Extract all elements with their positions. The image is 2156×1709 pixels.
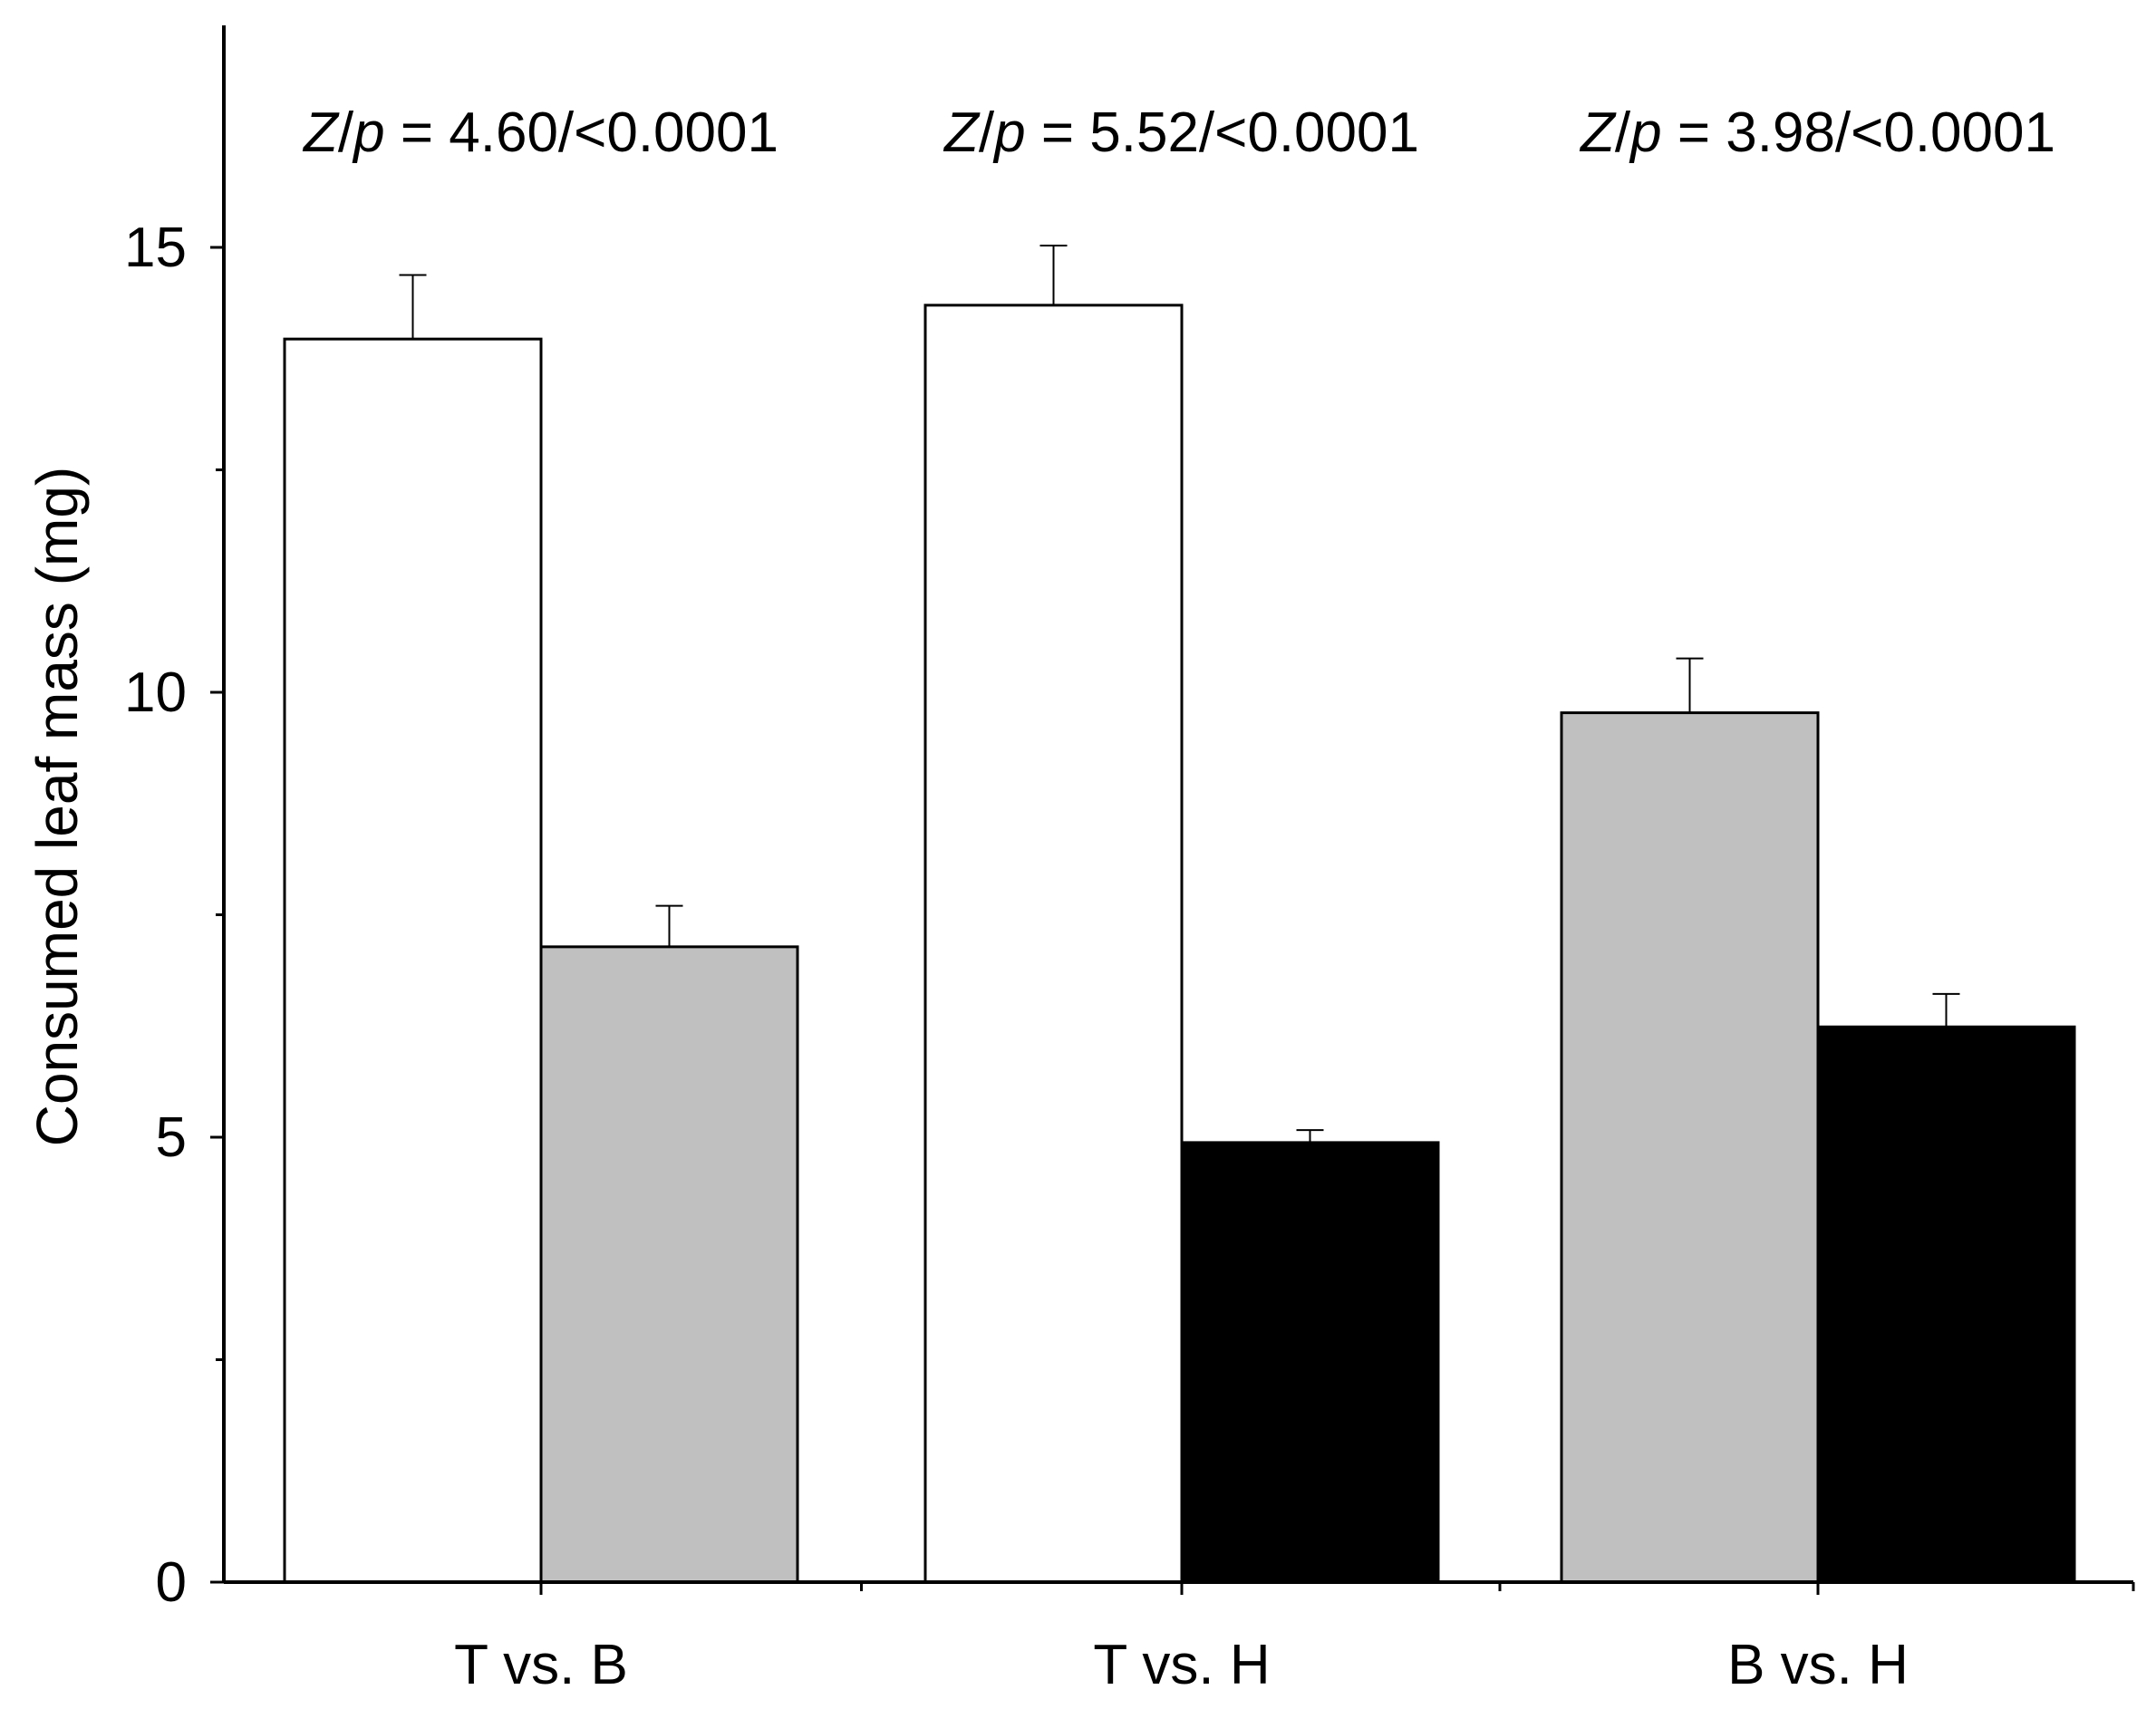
- bar-t-vs-b-b: [539, 945, 799, 1584]
- x-category-label: T vs. H: [1093, 1634, 1270, 1696]
- bar-b-vs-h-b: [1560, 711, 1820, 1584]
- x-category-label: B vs. H: [1727, 1634, 1909, 1696]
- x-category-label: T vs. B: [454, 1634, 628, 1696]
- y-tick-label: 10: [124, 661, 187, 724]
- bar-t-vs-h-h: [1180, 1141, 1440, 1584]
- y-tick-label: 15: [124, 217, 187, 279]
- x-ticks-layer: T vs. B T vs. H B vs. H: [454, 1582, 2135, 1696]
- y-ticks-layer: 0 5 10 15: [124, 217, 224, 1614]
- error-bars-layer: [399, 245, 1960, 1143]
- annotations-layer: Z/p = 4.60/<0.0001 Z/p = 5.52/<0.0001 Z/p …: [302, 101, 2055, 164]
- significance-annotation: Z/p = 4.60/<0.0001: [302, 101, 778, 164]
- y-tick-label: 0: [156, 1551, 187, 1614]
- significance-annotation: Z/p = 3.98/<0.0001: [1579, 101, 2055, 164]
- bar-t-vs-b-t: [283, 337, 543, 1584]
- y-tick-label: 5: [156, 1106, 187, 1169]
- bars-layer: [283, 304, 2076, 1584]
- y-axis-title: Consumed leaf mass (mg): [24, 467, 90, 1146]
- bar-b-vs-h-h: [1816, 1025, 2076, 1584]
- bar-t-vs-h-t: [923, 304, 1184, 1584]
- significance-annotation: Z/p = 5.52/<0.0001: [943, 101, 1419, 164]
